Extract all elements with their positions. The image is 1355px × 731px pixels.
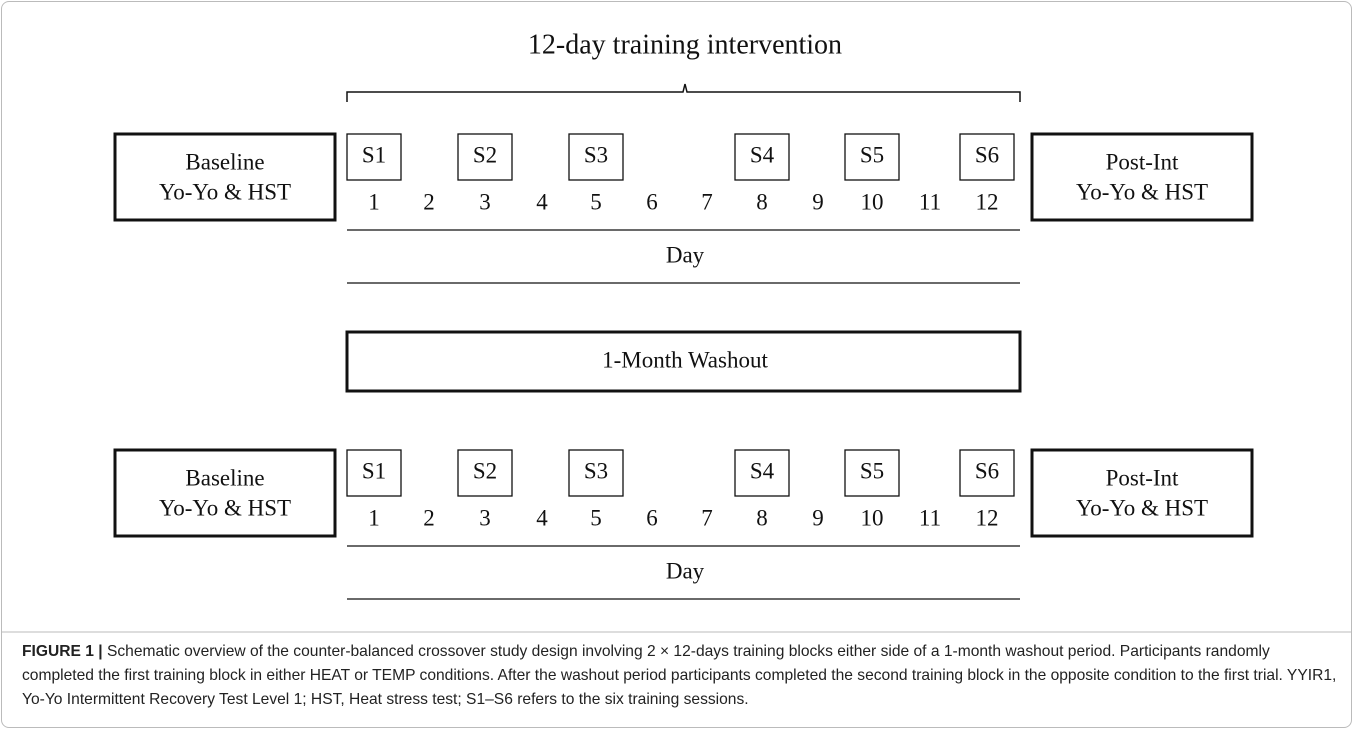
post-label: Post-Int [1106,149,1179,174]
post-box [1030,448,1254,538]
post-label: Yo-Yo & HST [1076,179,1208,204]
washout-label: 1-Month Washout [602,347,768,372]
caption: FIGURE 1 | Schematic overview of the cou… [22,640,1340,712]
session-box [734,133,790,181]
session-box [959,449,1015,497]
day-number: 4 [536,505,548,530]
day-number: 3 [479,505,491,530]
axis-label: Day [666,558,705,583]
day-number: 9 [812,189,824,214]
day-number: 7 [701,505,713,530]
baseline-label: Baseline [185,149,264,174]
day-number: 12 [976,505,999,530]
brace [346,83,1021,102]
session-box [457,449,513,497]
day-number: 10 [861,189,884,214]
day-number: 8 [756,189,768,214]
session-label: S6 [975,142,999,167]
baseline-label: Yo-Yo & HST [159,495,291,520]
axis-label: Day [666,242,705,267]
day-number: 10 [861,505,884,530]
session-box [844,133,900,181]
session-label: S3 [584,458,608,483]
baseline-label: Yo-Yo & HST [159,179,291,204]
caption-label: FIGURE 1 | [22,643,103,660]
day-number: 12 [976,189,999,214]
post-label: Yo-Yo & HST [1076,495,1208,520]
post-label: Post-Int [1106,465,1179,490]
session-box [568,449,624,497]
day-number: 11 [919,189,941,214]
day-number: 8 [756,505,768,530]
diagram-title: 12-day training intervention [528,29,842,60]
caption-text: Schematic overview of the counter-balanc… [22,643,1337,708]
session-box [844,449,900,497]
session-label: S6 [975,458,999,483]
day-number: 11 [919,505,941,530]
day-number: 1 [368,189,380,214]
post-box [1030,132,1254,222]
day-number: 5 [590,505,602,530]
session-box [568,133,624,181]
session-label: S5 [860,142,884,167]
day-number: 2 [423,189,435,214]
day-number: 4 [536,189,548,214]
day-number: 7 [701,189,713,214]
day-number: 9 [812,505,824,530]
session-box [457,133,513,181]
session-box [734,449,790,497]
session-box [959,133,1015,181]
day-number: 6 [646,189,658,214]
session-label: S4 [750,458,775,483]
session-label: S2 [473,458,497,483]
day-number: 5 [590,189,602,214]
baseline-box [113,132,337,222]
baseline-box [113,448,337,538]
baseline-label: Baseline [185,465,264,490]
day-number: 1 [368,505,380,530]
session-label: S1 [362,458,386,483]
session-box [346,449,402,497]
session-box [346,133,402,181]
session-label: S5 [860,458,884,483]
day-number: 6 [646,505,658,530]
day-number: 2 [423,505,435,530]
washout-box [345,330,1022,393]
session-label: S1 [362,142,386,167]
session-label: S2 [473,142,497,167]
session-label: S4 [750,142,775,167]
day-number: 3 [479,189,491,214]
session-label: S3 [584,142,608,167]
